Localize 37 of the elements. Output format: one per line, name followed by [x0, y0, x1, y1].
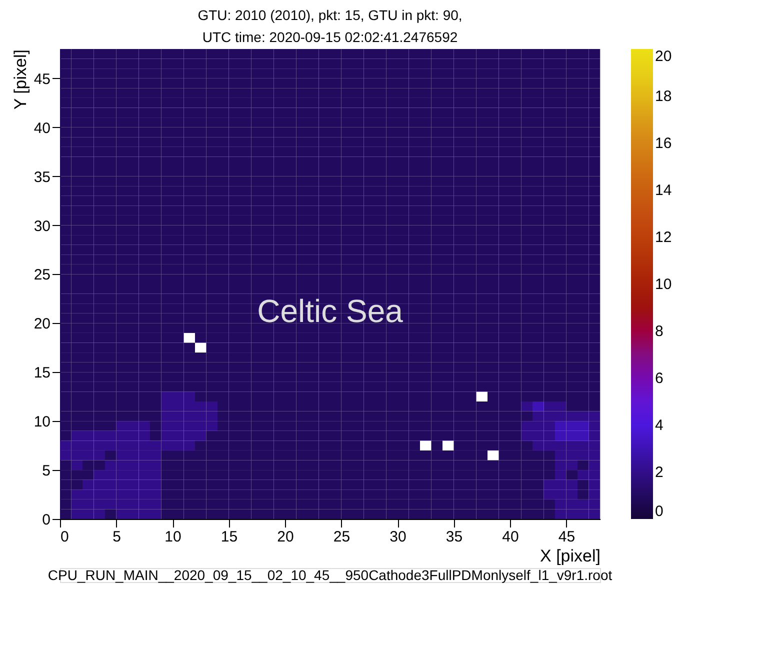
x-tick-label: 5: [112, 528, 121, 546]
y-tick-label: 30: [34, 218, 50, 235]
color-bar-label: 20: [655, 48, 672, 65]
x-tick-label: 45: [558, 528, 576, 546]
x-tick-label: 25: [333, 528, 350, 546]
color-bar-label: 18: [655, 88, 672, 105]
y-tick-label: 5: [42, 462, 50, 480]
color-bar-label: 6: [655, 370, 664, 387]
color-bar-label: 4: [655, 417, 664, 434]
x-tick-label: 10: [164, 528, 182, 546]
y-tick-label: 15: [34, 364, 50, 382]
color-bar-label: 2: [655, 464, 664, 481]
color-bar-label: 16: [655, 135, 672, 152]
y-tick-label: 45: [34, 70, 50, 88]
x-tick-label: 35: [446, 528, 463, 546]
y-tick-label: 0: [42, 512, 50, 528]
color-bar-label: 14: [655, 182, 672, 199]
color-bar-label: 0: [655, 503, 664, 520]
x-tick-label: 15: [220, 528, 238, 546]
y-tick-label: 25: [34, 266, 50, 284]
x-tick-label: 40: [502, 528, 519, 546]
annotation: Celtic Sea: [257, 293, 404, 330]
color-bar-label: 12: [655, 229, 672, 246]
y-axis-title: Y [pixel]: [10, 50, 30, 110]
y-tick-label: 20: [34, 316, 50, 333]
x-axis-title: X [pixel]: [540, 546, 600, 566]
y-tick-label: 10: [34, 414, 50, 431]
chart-subtitle: UTC time: 2020-09-15 02:02:41.2476592: [202, 29, 458, 45]
chart-title: GTU: 2010 (2010), pkt: 15, GTU in pkt: 90,: [198, 7, 462, 23]
y-tick-label: 35: [34, 168, 50, 186]
x-tick-label: 30: [390, 528, 406, 546]
color-bar-label: 8: [655, 323, 664, 340]
text: CPU_RUN_MAIN__2020_09_15__02_10_45__950Cathode3FullPDMonlyself_l1_v9r1.root: [48, 567, 612, 583]
x-tick-label: 0: [60, 528, 69, 546]
color-bar-label: 10: [655, 276, 672, 293]
y-tick-label: 40: [34, 120, 50, 137]
x-tick-label: 20: [277, 528, 294, 546]
